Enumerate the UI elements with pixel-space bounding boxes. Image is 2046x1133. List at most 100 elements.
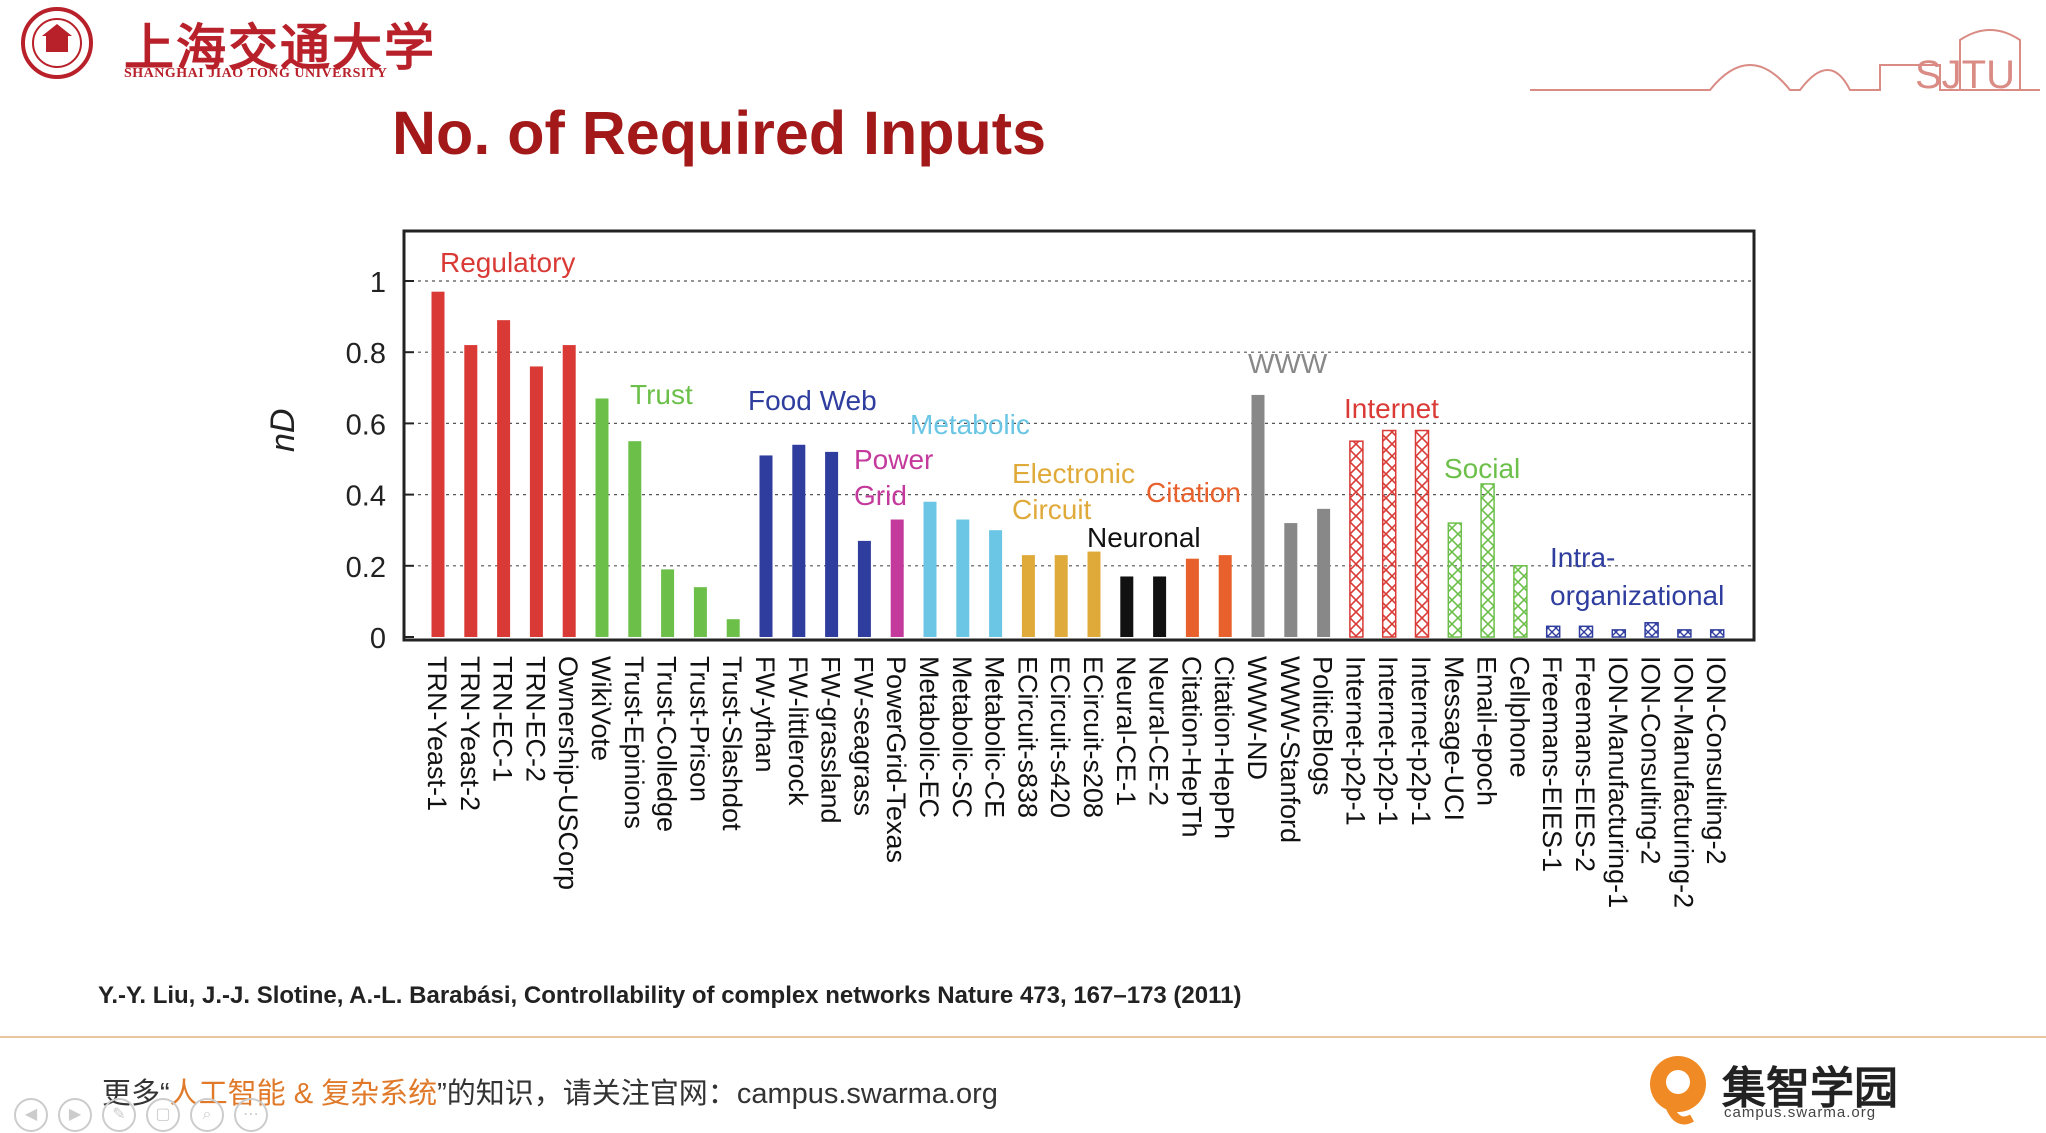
bar [1021,555,1035,637]
x-tick-label: Metabolic-SC [947,656,977,818]
x-tick-label: Internet-p2p-1 [1373,656,1403,826]
bar [1054,555,1068,637]
swarma-logo-icon [1650,1056,1706,1125]
bar [857,540,871,637]
bar [1153,576,1167,637]
sjtu-deco-text: SJTU [1915,53,2015,97]
pen-icon[interactable]: ✎ [102,1098,136,1132]
bar [890,519,904,637]
x-tick-label: TRN-Yeast-1 [422,656,452,811]
y-tick-label: 0 [370,623,386,655]
x-tick-label: FW-grassland [816,656,846,824]
x-tick-label: Cellphone [1504,656,1534,778]
media-controls: ◀ ▶ ✎ ▢ ⌕ ⋯ [14,1098,278,1132]
group-label: Citation [1146,477,1241,508]
x-tick-label: Trust-Colledge [652,656,682,832]
bar [956,519,970,637]
bar [1087,551,1101,637]
bar [759,455,773,637]
x-tick-label: TRN-EC-1 [488,656,518,782]
x-tick-label: FW-seagrass [848,656,878,816]
x-tick-label: Trust-Epinions [619,656,649,829]
bar [595,398,609,637]
x-tick-label: Neural-CE-2 [1144,656,1174,806]
x-tick-label: PowerGrid-Texas [881,656,911,863]
group-label: Electronic [1012,458,1135,489]
bar [1317,508,1331,637]
x-tick-label: Citation-HepPh [1209,656,1239,839]
university-seal-icon [21,7,93,79]
x-tick-label: FW-ythan [750,656,780,773]
bar [1611,629,1627,638]
footer-suffix: ”的知识，请关注官网： [437,1078,737,1110]
bar [693,587,707,637]
play-icon[interactable]: ▶ [58,1098,92,1132]
bar [1677,629,1692,638]
group-label: Intra- [1550,542,1615,573]
bar [464,345,478,637]
prev-icon[interactable]: ◀ [14,1098,48,1132]
x-tick-label: PoliticBlogs [1308,656,1338,796]
bar [1709,629,1725,638]
zoom-icon[interactable]: ⌕ [190,1098,224,1132]
bar [825,451,839,637]
bar [661,569,675,637]
group-label: Circuit [1012,494,1092,525]
bar [562,345,576,637]
x-tick-label: Email-epoch [1472,656,1502,806]
bar [1414,429,1430,638]
footer-url[interactable]: campus.swarma.org [736,1078,998,1110]
university-name-cn: 上海交通大学 [124,18,436,77]
x-tick-label: ION-Consulting-2 [1701,656,1731,865]
bar [1545,625,1561,638]
bar [529,366,543,637]
bar-chart: 00.20.40.60.81 TRN-Yeast-1 TRN-Yeast-2 TRN… [264,229,1756,908]
group-label: WWW [1248,348,1328,379]
group-label: Regulatory [440,247,575,278]
x-tick-label: ECircuit-s838 [1012,656,1042,818]
bar [1120,576,1134,637]
more-icon[interactable]: ⋯ [234,1098,268,1132]
x-tick-label: ECircuit-s208 [1078,656,1108,818]
reference-citation: Y.-Y. Liu, J.-J. Slotine, A.-L. Barabási… [98,982,1242,1009]
slide-header: 上海交通大学 SHANGHAI JIAO TONG UNIVERSITY SJT… [0,0,2046,110]
x-tick-label: Internet-p2p-1 [1340,656,1370,826]
bar [1480,483,1495,638]
group-label: Grid [854,480,907,511]
x-tick-label: Metabolic-CE [980,656,1010,818]
x-tick-label: Ownership-USCorp [553,656,583,890]
x-tick-label: ION-Manufacturing-2 [1668,656,1698,908]
x-tick-label: FW-littlerock [783,656,813,806]
x-tick-label: TRN-EC-2 [520,656,550,782]
footer-brand-url: campus.swarma.org [1724,1104,1877,1121]
group-label: Trust [630,379,693,410]
bar [1447,522,1463,638]
x-tick-label: ION-Consulting-2 [1636,656,1666,865]
x-tick-label: WikiVote [586,656,616,761]
bar [1284,523,1298,637]
copy-icon[interactable]: ▢ [146,1098,180,1132]
y-tick-label: 0.8 [346,338,386,370]
group-label: Food Web [748,385,877,416]
bar [989,530,1003,637]
x-tick-label: ECircuit-s420 [1045,656,1075,818]
university-name-en: SHANGHAI JIAO TONG UNIVERSITY [124,66,388,81]
x-tick-label: Freemans-EIES-1 [1537,656,1567,872]
x-tick-label: Message-UCI [1439,656,1469,821]
group-label: Internet [1344,393,1439,424]
x-tick-label: Citation-HepTh [1176,656,1206,838]
slide-title: No. of Required Inputs [392,99,1047,167]
bar [628,441,642,637]
group-label: Metabolic [910,409,1030,440]
group-label: Neuronal [1087,522,1201,553]
bar [1513,565,1528,638]
bar [1644,622,1659,638]
x-tick-label: Trust-Slashdot [717,656,747,831]
bar [1349,440,1364,638]
bar [1251,394,1265,637]
bar [1381,429,1397,638]
y-tick-label: 0.6 [346,409,386,441]
bar [1218,555,1232,637]
bar [792,444,806,637]
bar [726,619,740,637]
